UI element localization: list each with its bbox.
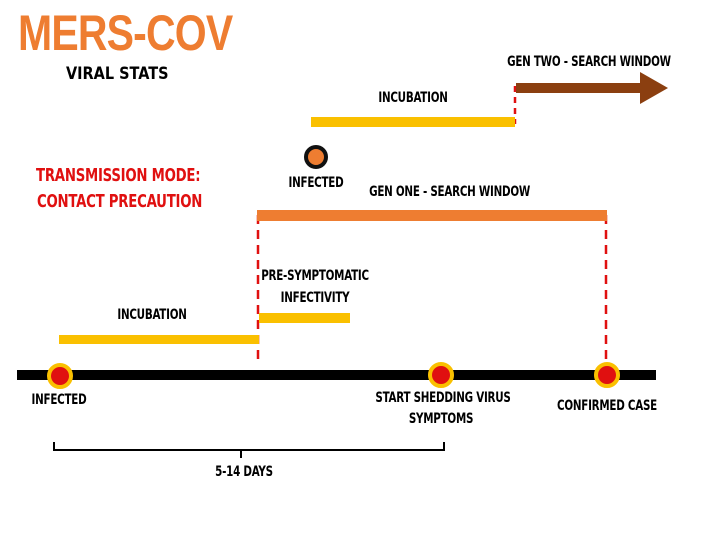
infected-upper-label: INFECTED [288,175,344,191]
incubation-bar-lower [59,335,259,344]
confirmed-case-point [594,362,620,388]
page-title: MERS-COV [18,5,233,61]
incubation-bar-upper [311,117,515,127]
infected-lower-label: INFECTED [31,392,87,408]
gen-one-window-bar [257,210,607,221]
infectivity-label: INFECTIVITY [280,290,350,306]
shedding-label: START SHEDDING VIRUS [375,390,511,406]
duration-bracket [53,442,445,458]
duration-label: 5-14 DAYS [215,464,273,480]
infected-point [47,363,73,389]
symptoms-label: SYMPTOMS [408,411,474,427]
confirmed-case-label: CONFIRMED CASE [557,398,657,414]
contact-precaution-label: CONTACT PRECAUTION [37,191,203,212]
timeline-axis [17,370,656,380]
gen-one-window-label: GEN ONE - SEARCH WINDOW [369,184,531,200]
infected-upper-dot [304,145,328,169]
presymptomatic-bar [259,313,350,323]
gen-two-arrow-shaft [516,83,644,93]
incubation-upper-label: INCUBATION [378,90,448,106]
page-subtitle: VIRAL STATS [66,64,169,84]
incubation-lower-label: INCUBATION [117,307,187,323]
shedding-point [428,362,454,388]
gen-two-arrow-head [640,72,668,104]
gen-two-window-label: GEN TWO - SEARCH WINDOW [507,54,671,70]
presymptomatic-label: PRE-SYMPTOMATIC [261,268,369,284]
transmission-mode-label: TRANSMISSION MODE: [36,165,201,186]
